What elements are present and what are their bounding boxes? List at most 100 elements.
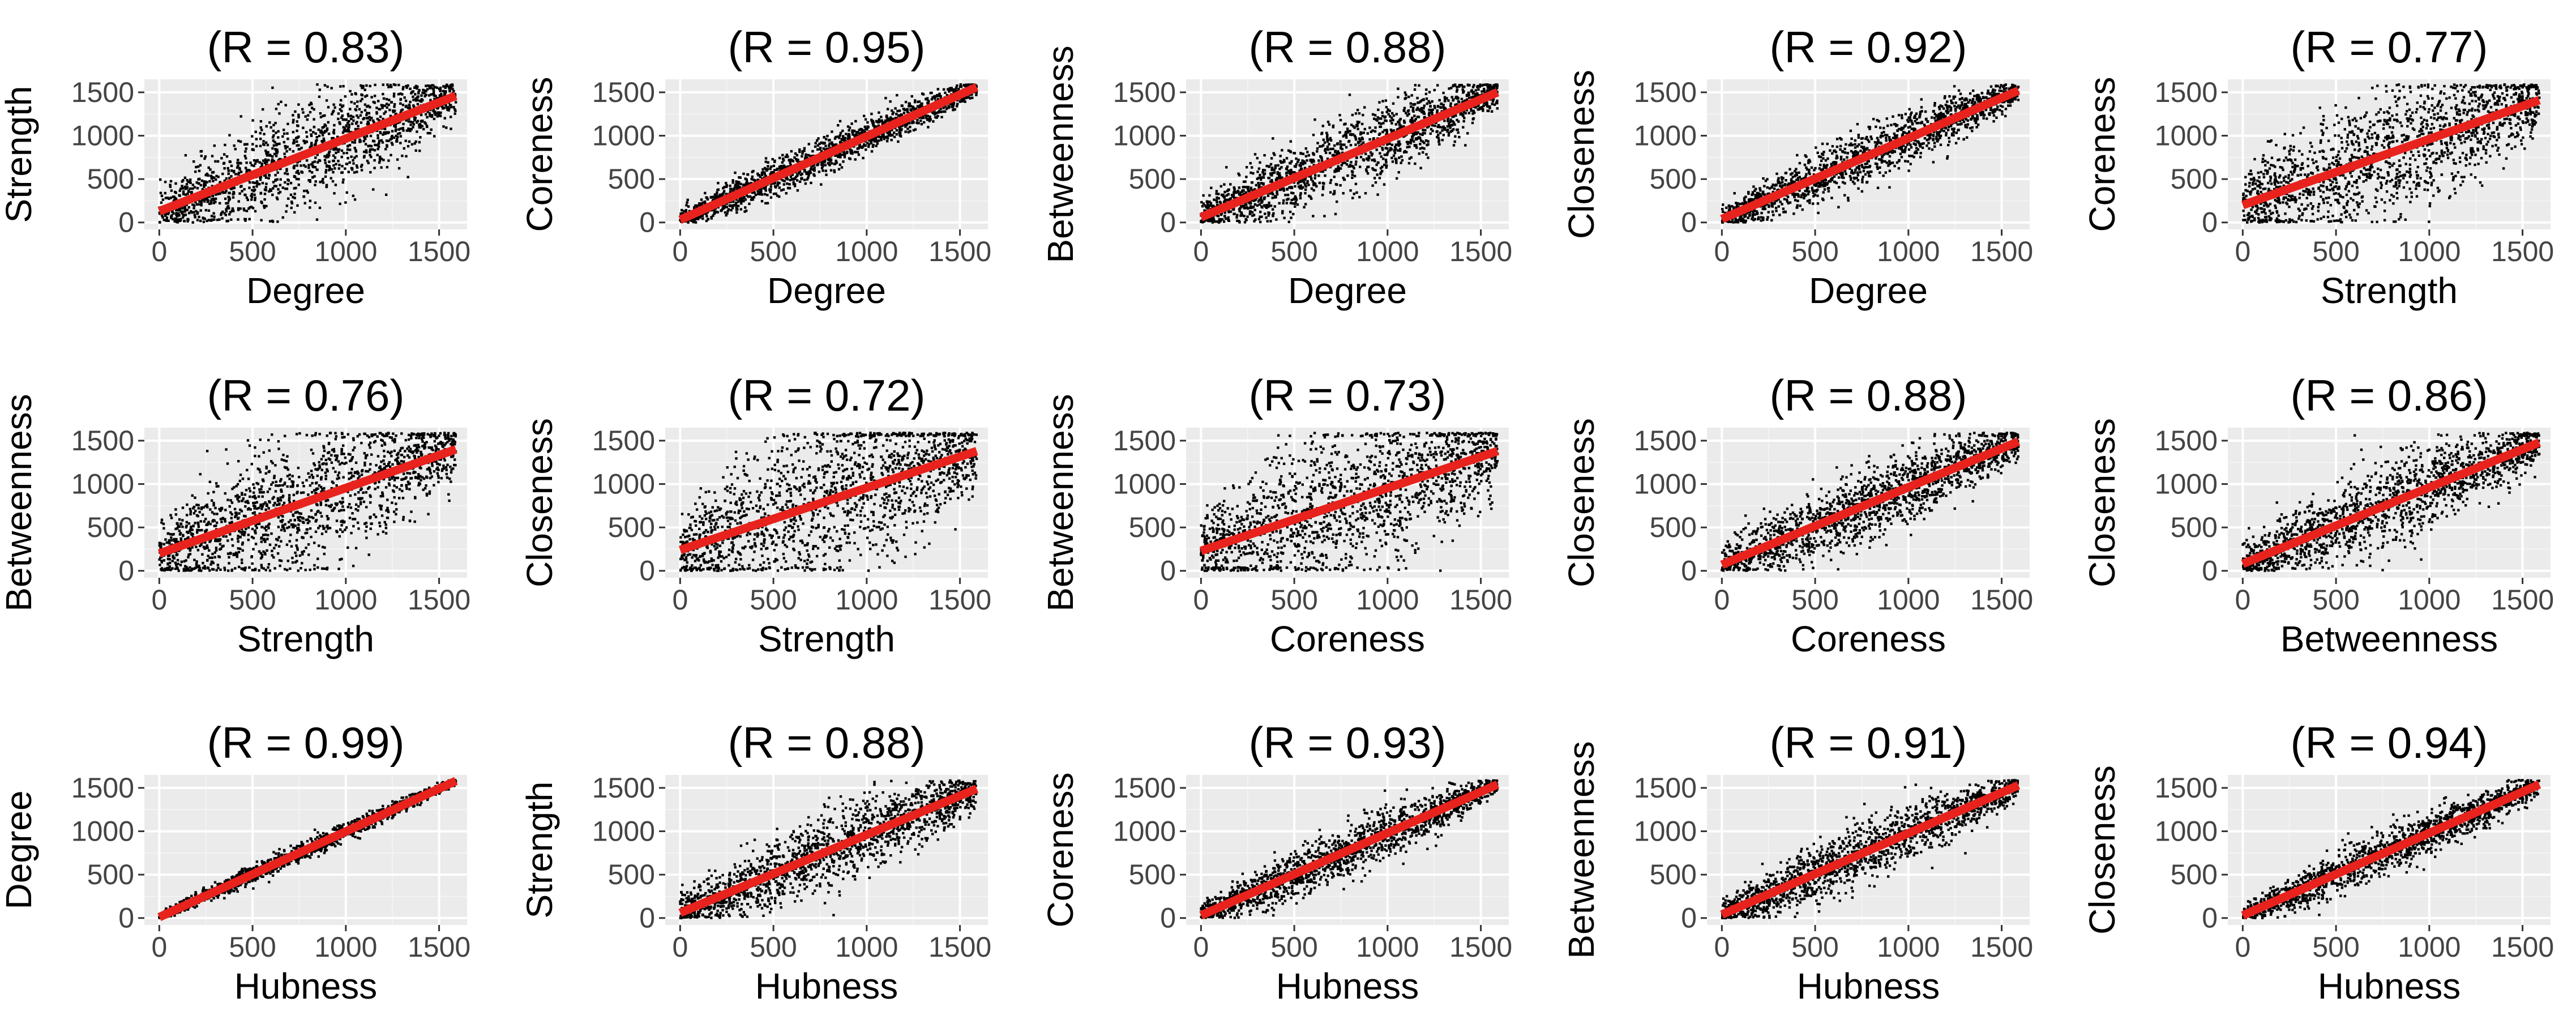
data-point bbox=[297, 113, 300, 116]
data-point bbox=[1306, 180, 1309, 183]
data-point bbox=[1487, 105, 1490, 108]
data-point bbox=[684, 209, 687, 212]
data-point bbox=[255, 144, 258, 148]
data-point bbox=[251, 195, 254, 198]
data-point bbox=[420, 113, 423, 117]
data-point bbox=[421, 99, 424, 102]
data-point bbox=[883, 138, 885, 140]
data-point bbox=[354, 148, 357, 152]
data-point bbox=[203, 157, 206, 160]
data-point bbox=[691, 218, 694, 221]
data-point bbox=[804, 182, 807, 185]
data-point bbox=[1338, 114, 1341, 117]
data-point bbox=[323, 130, 327, 133]
data-point bbox=[206, 198, 209, 201]
data-point bbox=[865, 127, 867, 130]
data-point bbox=[1264, 212, 1266, 215]
data-point bbox=[828, 144, 831, 147]
data-point bbox=[776, 167, 779, 170]
data-point bbox=[263, 204, 266, 207]
data-point bbox=[1276, 191, 1278, 194]
data-point bbox=[228, 213, 231, 216]
data-point bbox=[1442, 91, 1445, 95]
data-point bbox=[283, 129, 285, 131]
data-point bbox=[743, 210, 746, 213]
data-point bbox=[332, 164, 335, 167]
data-point bbox=[853, 151, 857, 154]
data-point bbox=[432, 84, 435, 87]
data-point bbox=[1235, 216, 1238, 219]
data-point bbox=[850, 122, 853, 125]
data-point bbox=[262, 159, 265, 162]
data-point bbox=[1238, 210, 1241, 213]
data-point bbox=[890, 118, 893, 121]
data-point bbox=[875, 140, 878, 143]
data-point bbox=[1442, 134, 1445, 137]
data-point bbox=[280, 100, 283, 103]
data-point bbox=[790, 150, 793, 153]
data-point bbox=[323, 114, 326, 117]
data-point bbox=[323, 131, 326, 134]
data-point bbox=[848, 136, 851, 139]
data-point bbox=[1219, 185, 1222, 188]
data-point bbox=[443, 117, 446, 120]
data-point bbox=[905, 122, 909, 125]
data-point bbox=[1348, 93, 1351, 96]
data-point bbox=[342, 85, 345, 88]
data-point bbox=[389, 138, 392, 141]
data-point bbox=[361, 87, 363, 89]
data-point bbox=[793, 156, 796, 159]
data-point bbox=[921, 92, 924, 95]
data-point bbox=[253, 159, 256, 162]
data-point bbox=[1325, 148, 1328, 151]
data-point bbox=[713, 193, 717, 196]
data-point bbox=[297, 172, 300, 175]
data-point bbox=[968, 96, 970, 99]
data-point bbox=[376, 147, 379, 151]
data-point bbox=[850, 149, 853, 152]
data-point bbox=[331, 180, 335, 183]
data-point bbox=[1355, 191, 1358, 194]
data-point bbox=[900, 114, 903, 117]
data-point bbox=[450, 105, 453, 109]
data-point bbox=[785, 177, 788, 180]
data-point bbox=[1450, 123, 1453, 127]
data-point bbox=[1272, 152, 1275, 155]
data-point bbox=[204, 180, 207, 183]
data-point bbox=[904, 130, 907, 133]
data-point bbox=[395, 140, 398, 143]
data-point bbox=[334, 184, 337, 186]
data-point bbox=[1447, 99, 1450, 102]
data-point bbox=[1208, 194, 1211, 197]
data-point bbox=[1279, 155, 1282, 157]
y-axis-label: Strength bbox=[0, 86, 39, 223]
data-point bbox=[383, 127, 387, 130]
data-point bbox=[421, 125, 423, 127]
data-point bbox=[1804, 190, 1807, 193]
data-point bbox=[353, 102, 356, 105]
data-point bbox=[173, 195, 176, 198]
data-point bbox=[192, 207, 195, 210]
data-point bbox=[175, 212, 178, 215]
data-point bbox=[835, 159, 837, 163]
data-point bbox=[313, 108, 315, 111]
data-point bbox=[199, 209, 202, 212]
data-point bbox=[215, 197, 217, 201]
data-point bbox=[421, 120, 424, 122]
data-point bbox=[912, 105, 914, 108]
data-point bbox=[337, 167, 340, 170]
data-point bbox=[314, 166, 317, 169]
data-point bbox=[350, 117, 353, 121]
data-point bbox=[1304, 147, 1307, 150]
data-point bbox=[858, 129, 861, 131]
data-point bbox=[1413, 88, 1417, 91]
data-point bbox=[1295, 157, 1298, 160]
data-point bbox=[434, 110, 437, 113]
data-point bbox=[192, 211, 195, 214]
data-point bbox=[1385, 164, 1388, 167]
data-point bbox=[891, 113, 894, 116]
data-point bbox=[341, 171, 344, 174]
data-point bbox=[773, 182, 776, 185]
data-point bbox=[780, 165, 783, 168]
data-point bbox=[439, 114, 442, 118]
